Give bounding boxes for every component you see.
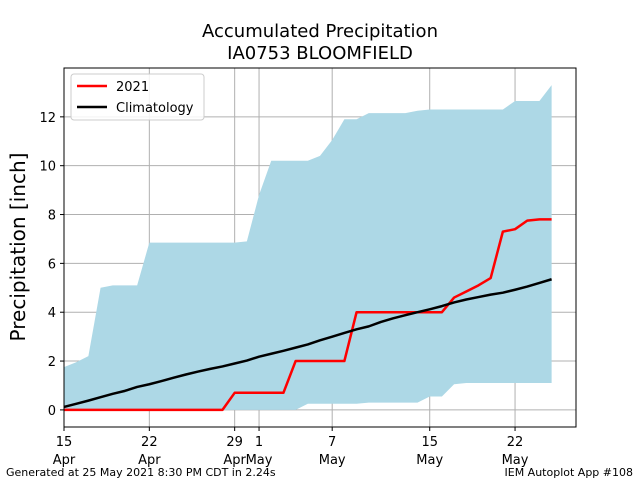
x-tick-label-day: 22 bbox=[507, 435, 524, 450]
x-tick-label-month: May bbox=[416, 453, 443, 468]
y-axis-ticks: 0 2 4 6 8 10 12 bbox=[39, 111, 64, 419]
x-tick-label-month: May bbox=[246, 453, 273, 468]
x-tick-label-day: 15 bbox=[421, 435, 438, 450]
x-axis-ticks: 15 Apr 22 Apr 29 Apr 1 May 7 May 15 May 22 May bbox=[53, 427, 529, 468]
x-tick-label-day: 7 bbox=[328, 435, 336, 450]
x-tick-label-month: Apr bbox=[138, 453, 161, 468]
y-tick-label: 12 bbox=[39, 111, 56, 126]
x-tick-label-month: Apr bbox=[223, 453, 246, 468]
footer-app-text: IEM Autoplot App #108 bbox=[505, 466, 634, 479]
y-tick-label: 4 bbox=[48, 306, 56, 321]
y-tick-label: 2 bbox=[48, 355, 56, 370]
chart-title: Accumulated Precipitation bbox=[202, 21, 438, 42]
x-tick-label-day: 15 bbox=[56, 435, 73, 450]
series-line-2021 bbox=[64, 218, 552, 412]
series-line-climatology bbox=[63, 278, 552, 409]
series-lines bbox=[63, 218, 552, 412]
y-tick-label: 0 bbox=[48, 404, 56, 419]
legend: 2021 Climatology bbox=[70, 73, 205, 121]
x-tick-label-day: 29 bbox=[226, 435, 243, 450]
plot-frame bbox=[63, 67, 577, 428]
legend-label-climatology: Climatology bbox=[116, 101, 194, 116]
x-tick-label-month: May bbox=[319, 453, 346, 468]
range-band bbox=[64, 85, 552, 410]
y-axis-label: Precipitation [inch] bbox=[6, 153, 30, 342]
range-band-area bbox=[64, 85, 552, 410]
footer-generated-text: Generated at 25 May 2021 8:30 PM CDT in … bbox=[6, 466, 276, 479]
x-tick-label-day: 22 bbox=[141, 435, 158, 450]
chart-subtitle: IA0753 BLOOMFIELD bbox=[227, 43, 413, 64]
legend-label-2021: 2021 bbox=[116, 80, 149, 95]
x-tick-label-month: May bbox=[502, 453, 529, 468]
y-tick-label: 6 bbox=[48, 257, 56, 272]
y-tick-label: 8 bbox=[48, 209, 56, 224]
y-tick-label: 10 bbox=[39, 160, 56, 175]
x-tick-label-month: Apr bbox=[53, 453, 76, 468]
x-tick-label-day: 1 bbox=[255, 435, 263, 450]
